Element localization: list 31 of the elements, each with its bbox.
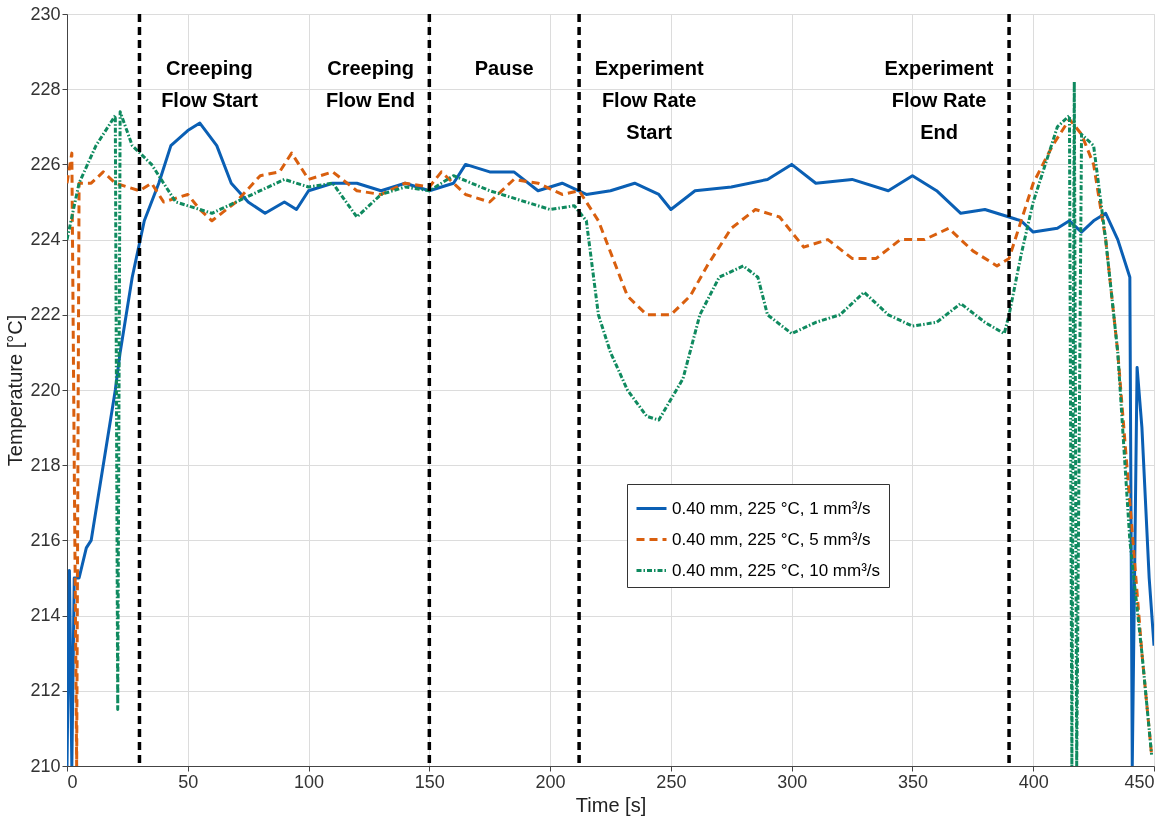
x-tick-label: 50 bbox=[178, 771, 199, 792]
x-tick-label: 400 bbox=[1018, 771, 1049, 792]
x-tick-label: 350 bbox=[897, 771, 928, 792]
x-tick-label: 200 bbox=[535, 771, 566, 792]
y-tick-label: 222 bbox=[30, 304, 61, 325]
legend-label: 0.40 mm, 225 °C, 1 mm³/s bbox=[672, 498, 871, 518]
y-tick-label: 228 bbox=[30, 78, 61, 99]
x-tick-label: 0 bbox=[67, 771, 78, 792]
y-tick-label: 224 bbox=[30, 229, 61, 250]
y-axis-title: Temperature [°C] bbox=[4, 314, 27, 467]
y-tick-label: 216 bbox=[30, 529, 61, 550]
y-tick-label: 210 bbox=[30, 755, 61, 776]
y-tick-label: 212 bbox=[30, 680, 61, 701]
legend-label: 0.40 mm, 225 °C, 10 mm³/s bbox=[672, 560, 881, 580]
ref-line-label: Creeping Flow End bbox=[326, 57, 415, 111]
y-tick-label: 226 bbox=[30, 153, 61, 174]
y-tick-label: 218 bbox=[30, 454, 61, 475]
ref-line-label: Experiment Flow Rate Start bbox=[594, 57, 704, 143]
legend-label: 0.40 mm, 225 °C, 5 mm³/s bbox=[672, 529, 871, 549]
ref-line-label: Experiment Flow Rate End bbox=[884, 57, 994, 143]
y-tick-label: 220 bbox=[30, 379, 61, 400]
x-axis-title: Time [s] bbox=[575, 793, 647, 816]
x-tick-label: 450 bbox=[1124, 771, 1155, 792]
x-tick-label: 300 bbox=[777, 771, 808, 792]
annotation: Pause bbox=[474, 57, 534, 79]
y-tick-label: 230 bbox=[30, 3, 61, 24]
y-tick-label: 214 bbox=[30, 605, 61, 626]
ref-line-label: Creeping Flow Start bbox=[161, 57, 259, 111]
x-tick-label: 150 bbox=[414, 771, 445, 792]
x-tick-label: 250 bbox=[656, 771, 687, 792]
x-tick-label: 100 bbox=[294, 771, 325, 792]
